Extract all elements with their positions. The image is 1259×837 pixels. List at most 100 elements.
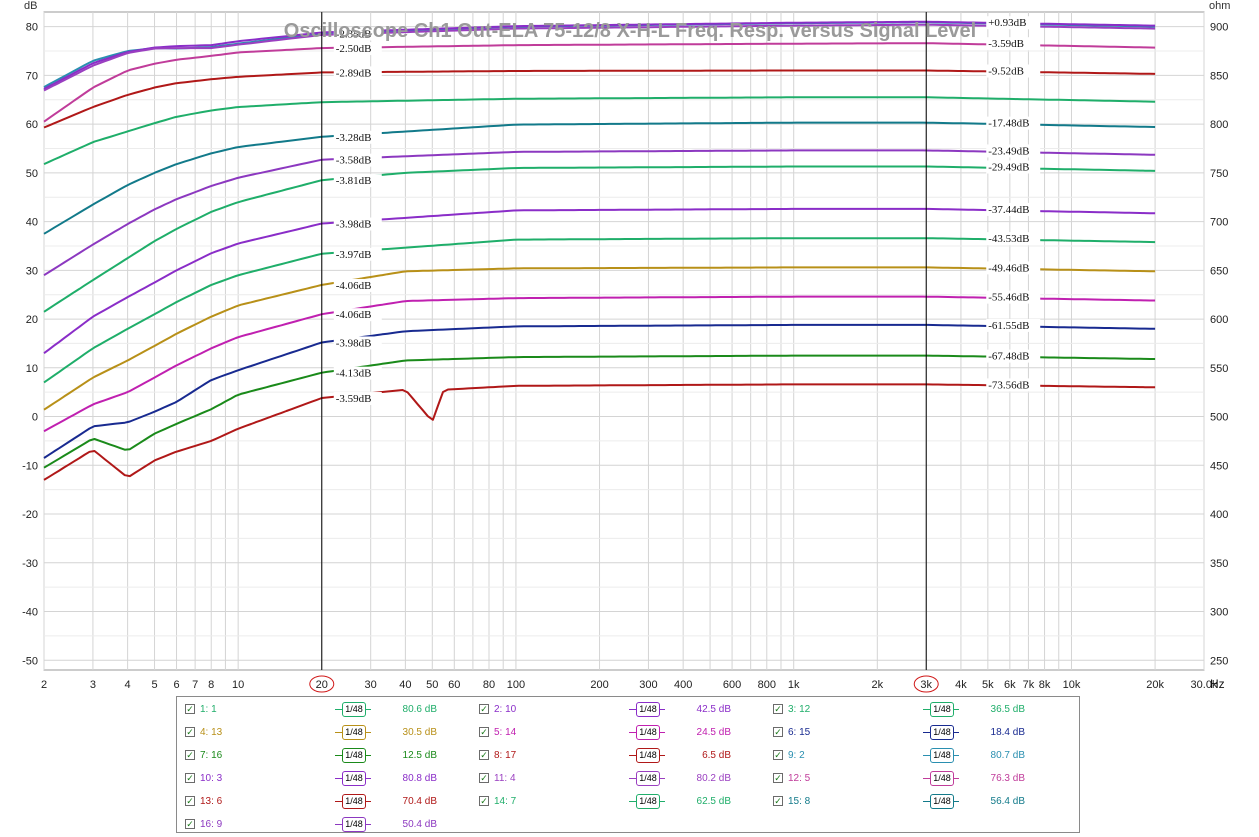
smoothing-swatch[interactable]: 1/48: [629, 771, 665, 786]
data-label-bg: [333, 153, 382, 167]
y-tick-label: -30: [22, 558, 38, 570]
smoothing-swatch[interactable]: 1/48: [629, 725, 665, 740]
smoothing-label: 1/48: [636, 702, 660, 717]
data-label-bg: [333, 308, 382, 322]
legend-level: 18.4 dB: [990, 727, 1025, 738]
legend-item[interactable]: ✓ 11: 4 1/48 80.2 dB: [479, 771, 769, 787]
smoothing-swatch[interactable]: 1/48: [923, 702, 959, 717]
legend-checkbox[interactable]: ✓: [773, 727, 783, 737]
legend-checkbox[interactable]: ✓: [185, 727, 195, 737]
legend-item[interactable]: ✓ 6: 15 1/48 18.4 dB: [773, 725, 1063, 741]
legend-item[interactable]: ✓ 8: 17 1/48 6.5 dB: [479, 748, 769, 764]
series-line-6: [43, 323, 1156, 459]
smoothing-label: 1/48: [930, 725, 954, 740]
legend-checkbox[interactable]: ✓: [479, 704, 489, 714]
data-label-3k: -23.49dB: [988, 145, 1029, 157]
smoothing-swatch[interactable]: 1/48: [335, 748, 371, 763]
legend-checkbox[interactable]: ✓: [185, 819, 195, 829]
legend-checkbox[interactable]: ✓: [185, 773, 195, 783]
data-label-20: -4.06dB: [336, 280, 372, 292]
smoothing-swatch[interactable]: 1/48: [629, 748, 665, 763]
legend-label: 11: 4: [494, 773, 516, 784]
data-label-bg: [333, 392, 382, 406]
smoothing-swatch[interactable]: 1/48: [923, 771, 959, 786]
legend-checkbox[interactable]: ✓: [773, 704, 783, 714]
legend-item[interactable]: ✓ 7: 16 1/48 12.5 dB: [185, 748, 475, 764]
legend-item[interactable]: ✓ 1: 1 1/48 80.6 dB: [185, 702, 475, 718]
smoothing-swatch[interactable]: 1/48: [335, 702, 371, 717]
legend-checkbox[interactable]: ✓: [479, 750, 489, 760]
y-axis-unit: dB: [24, 0, 37, 12]
smoothing-swatch[interactable]: 1/48: [335, 771, 371, 786]
legend-checkbox[interactable]: ✓: [773, 796, 783, 806]
legend-item[interactable]: ✓ 2: 10 1/48 42.5 dB: [479, 702, 769, 718]
legend-level: 30.5 dB: [402, 727, 437, 738]
legend-item[interactable]: ✓ 4: 13 1/48 30.5 dB: [185, 725, 475, 741]
y2-tick-label: 350: [1210, 558, 1228, 570]
data-label-bg: [986, 160, 1041, 174]
x-tick-label: 20k: [1146, 679, 1164, 691]
x-tick-label: 7: [192, 679, 198, 691]
legend-item[interactable]: ✓ 10: 3 1/48 80.8 dB: [185, 771, 475, 787]
smoothing-swatch[interactable]: 1/48: [923, 748, 959, 763]
y-tick-label: -20: [22, 509, 38, 521]
smoothing-swatch[interactable]: 1/48: [335, 794, 371, 809]
legend-checkbox[interactable]: ✓: [185, 704, 195, 714]
smoothing-label: 1/48: [342, 771, 366, 786]
smoothing-label: 1/48: [636, 794, 660, 809]
x-tick-label: 4k: [955, 679, 967, 691]
legend-checkbox[interactable]: ✓: [479, 773, 489, 783]
legend-item[interactable]: ✓ 16: 9 1/48 50.4 dB: [185, 817, 475, 833]
cursor-group[interactable]: [321, 12, 927, 670]
smoothing-swatch[interactable]: 1/48: [629, 794, 665, 809]
legend-checkbox[interactable]: ✓: [479, 727, 489, 737]
legend-item[interactable]: ✓ 9: 2 1/48 80.7 dB: [773, 748, 1063, 764]
smoothing-swatch[interactable]: 1/48: [923, 794, 959, 809]
legend-checkbox[interactable]: ✓: [185, 750, 195, 760]
legend-level: 76.3 dB: [990, 773, 1025, 784]
data-label-bg: [986, 144, 1041, 158]
smoothing-swatch[interactable]: 1/48: [923, 725, 959, 740]
smoothing-label: 1/48: [930, 748, 954, 763]
data-label-bg: [986, 116, 1041, 130]
smoothing-label: 1/48: [930, 794, 954, 809]
legend-checkbox[interactable]: ✓: [773, 750, 783, 760]
y-tick-label: 20: [26, 314, 38, 326]
legend-item[interactable]: ✓ 12: 5 1/48 76.3 dB: [773, 771, 1063, 787]
legend-item[interactable]: ✓ 15: 8 1/48 56.4 dB: [773, 794, 1063, 810]
legend-item[interactable]: ✓ 13: 6 1/48 70.4 dB: [185, 794, 475, 810]
x-tick-label: 10: [232, 679, 244, 691]
legend-level: 24.5 dB: [696, 727, 731, 738]
data-label-3k: +0.93dB: [988, 17, 1026, 29]
legend-item[interactable]: ✓ 5: 14 1/48 24.5 dB: [479, 725, 769, 741]
legend-checkbox[interactable]: ✓: [479, 796, 489, 806]
x-tick-label: 800: [758, 679, 776, 691]
smoothing-label: 1/48: [342, 725, 366, 740]
x-tick-label: 400: [674, 679, 692, 691]
legend-level: 50.4 dB: [402, 819, 437, 830]
data-label-bg: [333, 366, 382, 380]
series-line-10: [43, 20, 1156, 90]
x-tick-label: 300: [639, 679, 657, 691]
legend-item[interactable]: ✓ 3: 12 1/48 36.5 dB: [773, 702, 1063, 718]
legend-checkbox[interactable]: ✓: [773, 773, 783, 783]
x-tick-label: 3: [90, 679, 96, 691]
x-tick-label: 5: [151, 679, 157, 691]
data-label-3k: -73.56dB: [988, 379, 1029, 391]
smoothing-swatch[interactable]: 1/48: [335, 817, 371, 832]
series-group: [43, 20, 1156, 481]
smoothing-swatch[interactable]: 1/48: [629, 702, 665, 717]
series-line-15: [43, 121, 1156, 235]
data-label-20: -3.97dB: [336, 249, 372, 261]
y-tick-label: 50: [26, 168, 38, 180]
smoothing-swatch[interactable]: 1/48: [335, 725, 371, 740]
x-tick-label: 100: [507, 679, 525, 691]
legend-item[interactable]: ✓ 14: 7 1/48 62.5 dB: [479, 794, 769, 810]
y-tick-label: 60: [26, 119, 38, 131]
data-label-20: -2.89dB: [336, 67, 372, 79]
y-tick-label: 40: [26, 217, 38, 229]
y-tick-label: -50: [22, 655, 38, 667]
data-label-20: -3.81dB: [336, 175, 372, 187]
legend-checkbox[interactable]: ✓: [185, 796, 195, 806]
y-tick-label: 30: [26, 265, 38, 277]
